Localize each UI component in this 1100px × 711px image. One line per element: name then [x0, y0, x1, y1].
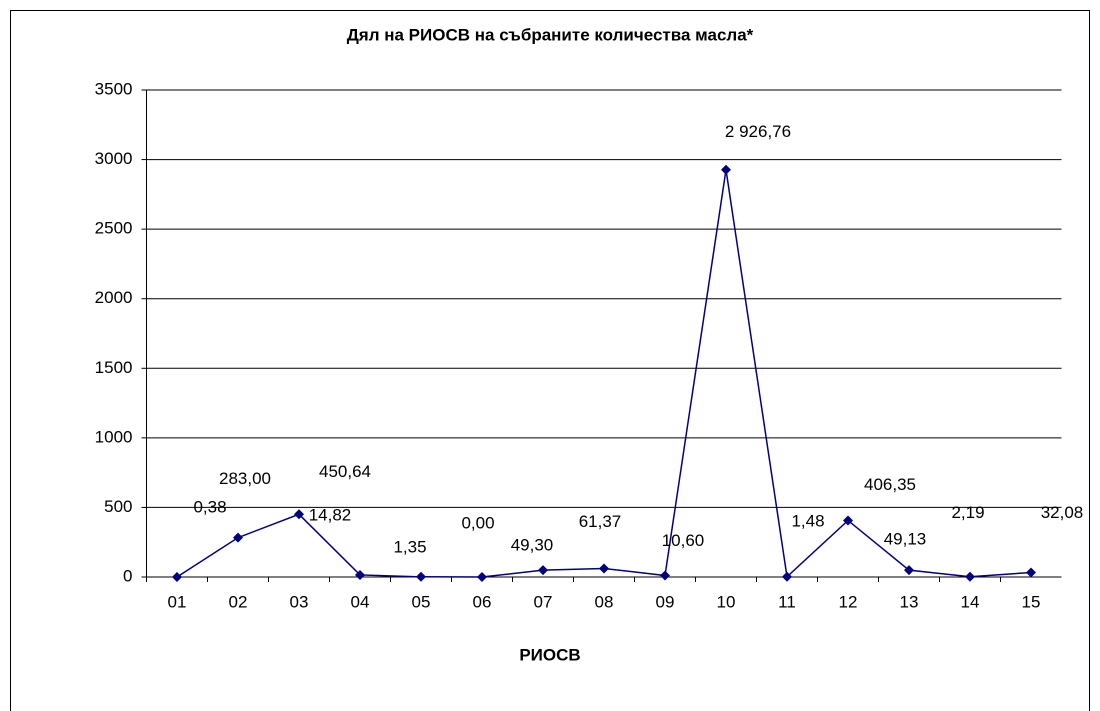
chart-frame — [10, 10, 1090, 711]
x-tick-label: 07 — [534, 592, 553, 611]
y-tick-label: 0 — [123, 566, 132, 585]
marker — [416, 571, 426, 582]
data-label: 0,38 — [193, 497, 226, 516]
x-tick-label: 11 — [778, 592, 796, 611]
marker — [904, 565, 914, 576]
x-tick-label: 02 — [229, 592, 248, 611]
marker — [721, 164, 731, 175]
data-label: 1,35 — [393, 537, 426, 556]
marker — [965, 571, 975, 582]
marker — [294, 509, 304, 520]
x-tick-label: 04 — [351, 592, 370, 611]
y-tick-label: 1500 — [95, 358, 133, 377]
data-label: 32,08 — [1041, 503, 1084, 522]
data-label: 2,19 — [951, 503, 984, 522]
marker — [355, 569, 365, 580]
marker — [660, 570, 670, 581]
data-label: 283,00 — [219, 469, 271, 488]
data-label: 49,30 — [511, 536, 554, 555]
data-label: 406,35 — [864, 475, 916, 494]
y-tick-label: 500 — [104, 497, 132, 516]
data-label: 2 926,76 — [725, 122, 791, 141]
data-label: 450,64 — [319, 462, 371, 481]
marker — [172, 571, 182, 582]
marker — [1026, 567, 1036, 578]
marker — [233, 532, 243, 543]
y-tick-label: 3500 — [95, 79, 133, 98]
marker — [477, 572, 487, 582]
x-tick-label: 06 — [473, 592, 492, 611]
x-tick-label: 13 — [900, 592, 919, 611]
y-tick-label: 1000 — [95, 427, 133, 446]
y-tick-label: 2500 — [95, 219, 133, 238]
data-label: 10,60 — [662, 531, 705, 550]
x-tick-label: 09 — [656, 592, 675, 611]
y-tick-label: 3000 — [95, 149, 133, 168]
x-tick-label: 14 — [961, 592, 980, 611]
data-label: 14,82 — [309, 505, 352, 524]
x-tick-label: 03 — [290, 592, 309, 611]
x-axis-title: РИОСВ — [519, 645, 580, 664]
data-label: 61,37 — [579, 512, 622, 531]
chart-title: Дял на РИОСВ на събраните количества мас… — [347, 25, 754, 44]
marker — [538, 565, 548, 576]
data-label: 49,13 — [884, 530, 927, 549]
marker — [843, 515, 853, 526]
x-tick-label: 01 — [168, 592, 187, 611]
x-tick-label: 15 — [1022, 592, 1041, 611]
data-label: 0,00 — [461, 513, 494, 532]
x-tick-label: 05 — [412, 592, 431, 611]
marker — [599, 563, 609, 574]
y-tick-label: 2000 — [95, 288, 133, 307]
data-label: 1,48 — [791, 511, 824, 530]
x-tick-label: 10 — [717, 592, 736, 611]
marker — [782, 571, 792, 582]
x-tick-label: 12 — [839, 592, 858, 611]
x-tick-label: 08 — [595, 592, 614, 611]
